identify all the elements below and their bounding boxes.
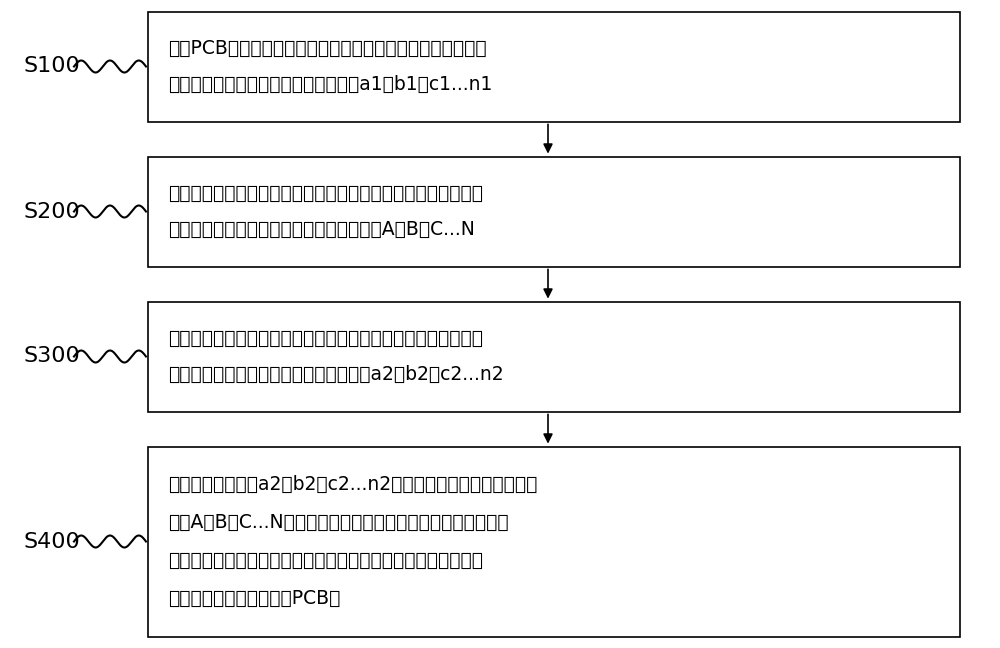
Text: S400: S400 [24,531,80,551]
Text: 行称重，得到每层原料板对应的重量值a1、b1、c1...n1: 行称重，得到每层原料板对应的重量值a1、b1、c1...n1 [168,75,492,95]
Bar [148,446,960,636]
Text: 控制器判断重量值a2、b2、c2...n2是否处于对应次数的重量范围: 控制器判断重量值a2、b2、c2...n2是否处于对应次数的重量范围 [168,475,537,494]
Text: 内，则最终堆叠成预设的PCB板: 内，则最终堆叠成预设的PCB板 [168,589,340,608]
Bar [148,301,960,411]
Text: 间内则控制器发出警报；若每个重量值均在对应的重量范围区间: 间内则控制器发出警报；若每个重量值均在对应的重量范围区间 [168,551,483,570]
Text: 按照堆叠顺序依次在称重仪上叠放原料板，每次叠放原料板时控: 按照堆叠顺序依次在称重仪上叠放原料板，每次叠放原料板时控 [168,329,483,348]
Text: S200: S200 [24,202,80,222]
Bar [148,12,960,122]
Text: 根据每种原料板的重量值，在控制器上设定依次添加每层原料板: 根据每种原料板的重量值，在控制器上设定依次添加每层原料板 [168,183,483,203]
Bar [148,157,960,266]
Text: S300: S300 [24,347,80,367]
Text: 制器读取称重仪上数值，依次得到重量值a2、b2、c2...n2: 制器读取称重仪上数值，依次得到重量值a2、b2、c2...n2 [168,365,504,384]
Text: S100: S100 [24,56,80,76]
Text: 区间A、B、C...N内，若任意一个重量值不在对应的重量范围区: 区间A、B、C...N内，若任意一个重量值不在对应的重量范围区 [168,513,509,532]
Text: 后的总重量范围值，依次生成重量范围区间A、B、C...N: 后的总重量范围值，依次生成重量范围区间A、B、C...N [168,220,475,239]
Text: 根据PCB板预设定各原料板的堆叠顺序，依次对每层原料板进: 根据PCB板预设定各原料板的堆叠顺序，依次对每层原料板进 [168,39,487,58]
